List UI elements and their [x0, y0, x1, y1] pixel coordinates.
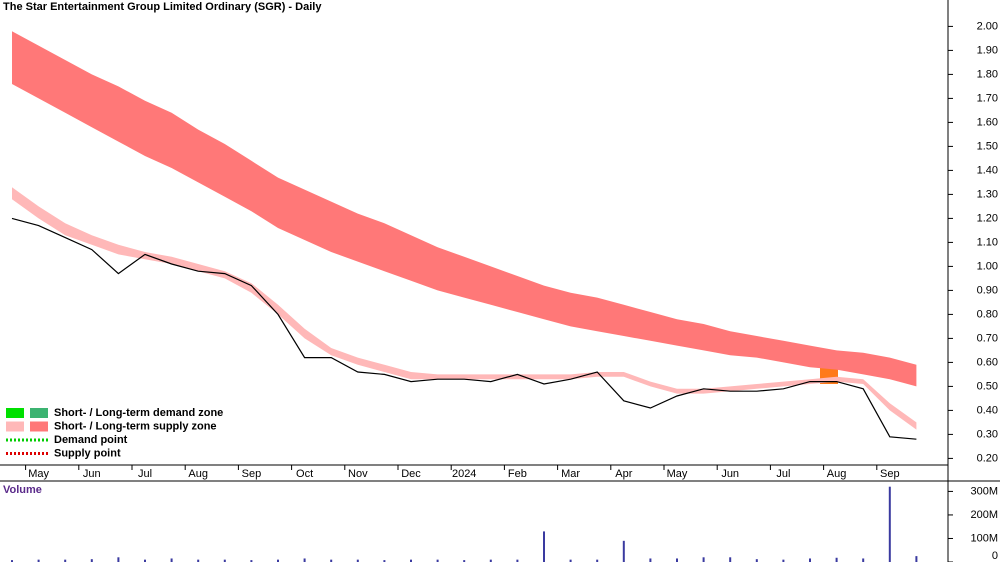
legend-swatch	[30, 421, 48, 432]
volume-bar	[197, 559, 200, 562]
volume-bar	[277, 559, 279, 562]
volume-bar	[330, 559, 333, 562]
x-tick-label: Jul	[138, 468, 152, 480]
x-tick-label: May	[667, 468, 688, 480]
y-tick-label: 1.00	[977, 260, 998, 272]
supply-zone-band	[12, 31, 917, 387]
y-tick-label: 0.60	[977, 356, 998, 368]
y-tick-label: 0.40	[977, 404, 998, 416]
volume-bar	[436, 559, 439, 562]
x-tick-label: 2024	[452, 468, 476, 480]
y-tick-label: 0.70	[977, 332, 998, 344]
volume-bar	[782, 559, 785, 562]
chart-title: The Star Entertainment Group Limited Ord…	[3, 1, 322, 13]
volume-bar	[383, 560, 386, 562]
x-tick-label: May	[28, 468, 49, 480]
x-tick-label: Mar	[561, 468, 580, 480]
y-tick-label: 1.90	[977, 44, 998, 56]
volume-bar	[356, 559, 359, 562]
volume-bar	[729, 557, 732, 562]
y-tick-label: 0	[992, 550, 998, 562]
volume-bar	[809, 558, 811, 562]
x-tick-label: Nov	[348, 468, 368, 480]
y-tick-label: 1.10	[977, 236, 998, 248]
volume-bar	[170, 558, 173, 562]
legend-swatch	[30, 408, 48, 418]
legend-swatch	[6, 408, 24, 418]
volume-bar	[622, 540, 625, 562]
volume-bar	[596, 559, 599, 562]
volume-bar	[888, 486, 891, 562]
x-tick-label: Aug	[188, 468, 208, 480]
volume-bar	[516, 559, 519, 562]
volume-bar	[11, 560, 13, 562]
x-tick-label: Feb	[508, 468, 527, 480]
y-tick-label: 0.50	[977, 380, 998, 392]
y-tick-label: 0.80	[977, 308, 998, 320]
volume-bar	[489, 559, 492, 562]
legend-label: Short- / Long-term demand zone	[54, 407, 223, 419]
volume-bar	[649, 558, 652, 562]
volume-bar	[117, 557, 120, 562]
volume-bar	[223, 559, 226, 562]
volume-bar	[37, 559, 40, 562]
x-tick-label: Aug	[827, 468, 847, 480]
volume-bar	[410, 559, 412, 562]
x-tick-label: Jul	[776, 468, 790, 480]
legend-label: Short- / Long-term supply zone	[54, 420, 217, 432]
x-tick-label: Jun	[83, 468, 101, 480]
volume-bar	[676, 558, 678, 562]
y-tick-label: 1.30	[977, 188, 998, 200]
x-tick-label: Oct	[296, 468, 313, 480]
y-tick-label: 0.20	[977, 452, 998, 464]
y-tick-label: 1.50	[977, 140, 998, 152]
x-tick-label: Sep	[242, 468, 262, 480]
legend-label: Demand point	[54, 434, 128, 446]
volume-bar	[90, 559, 93, 562]
y-tick-label: 300M	[970, 485, 998, 497]
y-tick-label: 0.90	[977, 284, 998, 296]
volume-bar	[702, 557, 705, 562]
volume-bar	[569, 559, 572, 562]
volume-title: Volume	[3, 484, 42, 496]
y-tick-label: 0.30	[977, 428, 998, 440]
x-tick-label: Apr	[615, 468, 632, 480]
y-tick-label: 1.60	[977, 116, 998, 128]
legend-swatch	[6, 421, 24, 432]
y-tick-label: 1.20	[977, 212, 998, 224]
volume-bar	[862, 558, 865, 562]
volume-bar	[144, 559, 146, 562]
volume-bar	[543, 531, 545, 562]
y-tick-label: 1.70	[977, 92, 998, 104]
y-tick-label: 1.80	[977, 68, 998, 80]
volume-bar	[915, 556, 918, 562]
y-tick-label: 1.40	[977, 164, 998, 176]
volume-bar	[755, 559, 758, 562]
volume-bar	[835, 557, 838, 562]
legend-label: Supply point	[54, 447, 121, 459]
x-tick-label: Dec	[401, 468, 421, 480]
price-line	[11, 217, 917, 440]
y-tick-label: 100M	[970, 532, 998, 544]
volume-bar	[463, 560, 466, 562]
volume-bar	[64, 559, 67, 562]
x-tick-label: Sep	[880, 468, 900, 480]
x-tick-label: Jun	[721, 468, 739, 480]
volume-bar	[250, 560, 253, 562]
y-tick-label: 200M	[970, 509, 998, 521]
volume-bar	[303, 558, 306, 562]
y-tick-label: 2.00	[977, 20, 998, 32]
